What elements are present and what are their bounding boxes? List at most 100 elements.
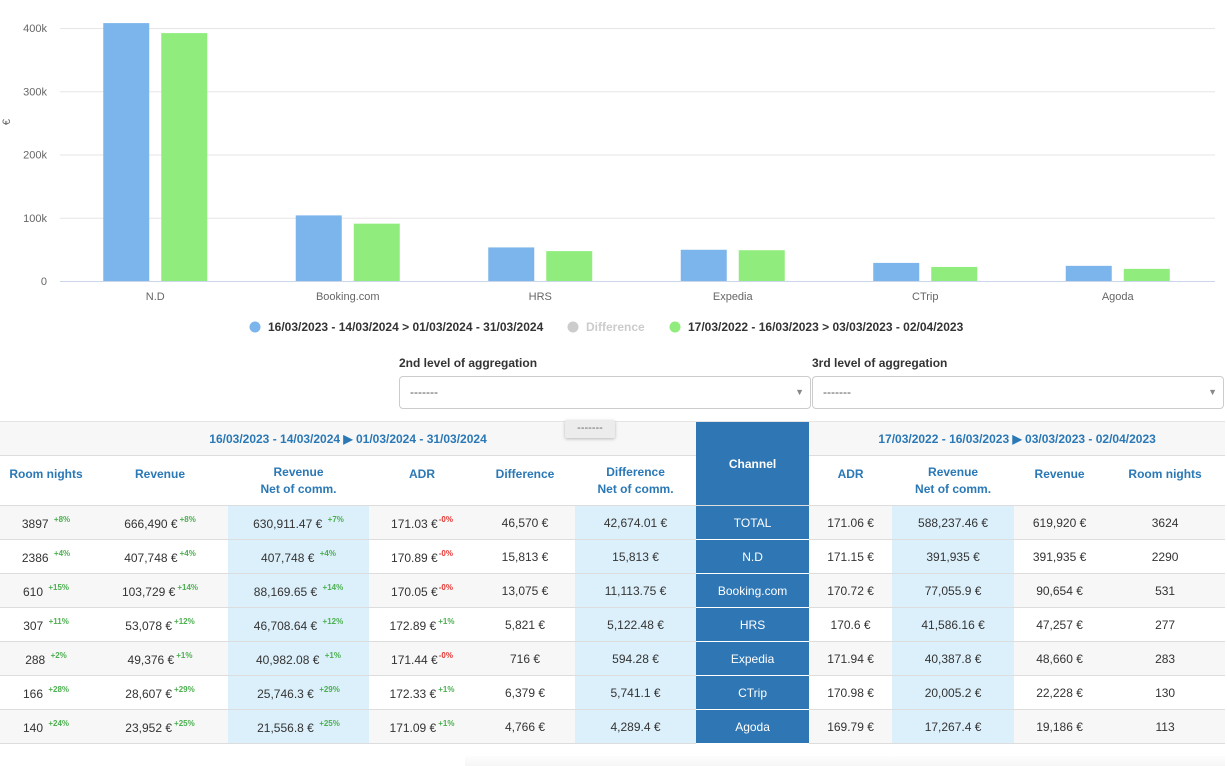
bar-current-ctrip[interactable] — [873, 262, 920, 281]
second-aggregation-label: 2nd level of aggregation — [399, 356, 538, 370]
header-difference-net[interactable]: Difference Net of comm. — [575, 455, 697, 506]
room-nights-cell: 140 +24% — [0, 709, 92, 744]
header-prev-revenue-net-line2: Net of comm. — [915, 481, 992, 496]
revenue-cell: 53,078 € +12% — [92, 607, 228, 642]
prev-adr-cell: 169.79 € — [809, 709, 893, 744]
channel-cell[interactable]: Booking.com — [696, 573, 810, 608]
room-nights-value: 2386 — [21, 550, 49, 565]
room-nights-value: 166 — [22, 686, 43, 701]
difference-net-cell: 15,813 € — [575, 539, 697, 574]
x-category-label: HRS — [529, 291, 552, 303]
header-revenue-net[interactable]: Revenue Net of comm. — [228, 455, 369, 506]
chevron-down-icon: ▼ — [1208, 387, 1217, 397]
revenue-net-variation: +7% — [327, 514, 344, 524]
adr-value: 171.03 € — [391, 516, 438, 531]
revenue-cell: 103,729 € +14% — [92, 573, 228, 608]
revenue-value: 49,376 € — [127, 652, 175, 667]
bar-current-hrs[interactable] — [488, 247, 535, 281]
revenue-net-cell: 21,556.8 € +25% — [228, 709, 369, 744]
y-axis-ticks: 0 100k 200k 300k 400k — [23, 23, 47, 288]
revenue-cell: 49,376 € +1% — [92, 641, 228, 676]
x-axis-categories: N.D Booking.com HRS Expedia CTrip Agoda — [146, 291, 1135, 303]
prev-revenue-cell: 47,257 € — [1014, 607, 1106, 642]
prev-revenue-cell: 48,660 € — [1014, 641, 1106, 676]
revenue-net-value: 46,708.64 € — [253, 618, 318, 633]
y-axis-label: € — [1, 119, 13, 125]
channel-cell[interactable]: Agoda — [696, 709, 810, 744]
table-row: 3897 +8% 666,490 € +8% 630,911.47 € +7% 171.… — [0, 505, 1226, 540]
room-nights-cell: 2386 +4% — [0, 539, 92, 574]
adr-value: 172.89 € — [389, 618, 437, 633]
x-category-label: Expedia — [713, 291, 754, 303]
difference-net-cell: 5,122.48 € — [575, 607, 697, 642]
header-revenue[interactable]: Revenue — [92, 455, 228, 506]
header-difference[interactable]: Difference — [475, 455, 575, 506]
second-aggregation-select[interactable]: ------- ▼ — [399, 376, 811, 409]
header-difference-net-line2: Net of comm. — [597, 481, 674, 496]
table-row: 140 +24% 23,952 € +25% 21,556.8 € +25% 171.0… — [0, 709, 1226, 744]
channel-cell[interactable]: TOTAL — [696, 505, 810, 540]
legend-item[interactable]: Difference — [567, 320, 646, 334]
channel-comparison-table: 16/03/2023 - 14/03/2024 ▶ 01/03/2024 - 3… — [0, 421, 1226, 744]
bar-current-agoda[interactable] — [1065, 265, 1112, 281]
header-difference-net-line1: Difference — [606, 464, 665, 479]
channel-cell[interactable]: CTrip — [696, 675, 810, 710]
bar-previous-hrs[interactable] — [546, 251, 593, 281]
revenue-net-cell: 88,169.65 € +14% — [228, 573, 369, 608]
prev-room-nights-cell: 113 — [1105, 709, 1226, 744]
chevron-down-icon: ▼ — [795, 387, 804, 397]
prev-adr-cell: 171.06 € — [809, 505, 893, 540]
legend-item[interactable]: 17/03/2022 - 16/03/2023 > 03/03/2023 - 0… — [669, 320, 964, 334]
bar-current-expedia[interactable] — [680, 249, 727, 281]
prev-revenue-cell: 22,228 € — [1014, 675, 1106, 710]
bar-previous-booking-com[interactable] — [353, 223, 400, 281]
legend-item[interactable]: 16/03/2023 - 14/03/2024 > 01/03/2024 - 3… — [249, 320, 544, 334]
revenue-variation: +8% — [179, 514, 196, 524]
header-adr[interactable]: ADR — [369, 455, 475, 506]
adr-cell: 171.03 €-0% — [369, 505, 475, 540]
header-prev-room-nights[interactable]: Room nights — [1105, 455, 1226, 506]
revenue-net-variation: +14% — [322, 582, 344, 592]
room-nights-value: 288 — [25, 652, 46, 667]
bar-previous-agoda[interactable] — [1123, 268, 1170, 281]
bar-current-booking-com[interactable] — [295, 215, 342, 281]
bar-previous-ctrip[interactable] — [931, 266, 978, 281]
header-prev-adr[interactable]: ADR — [809, 455, 893, 506]
room-nights-cell: 307 +11% — [0, 607, 92, 642]
legend-marker — [567, 321, 579, 333]
revenue-bar-chart: 0 100k 200k 300k 400k € N.D Booking.com HRS Exp… — [1, 23, 1215, 334]
second-aggregation-value: ------- — [410, 385, 438, 399]
bar-previous-n-d[interactable] — [161, 33, 208, 282]
bar-previous-expedia[interactable] — [738, 250, 785, 281]
drag-chip[interactable]: ------- — [565, 420, 615, 438]
revenue-variation: +25% — [174, 718, 195, 728]
prev-adr-cell: 170.98 € — [809, 675, 893, 710]
adr-variation: +1% — [438, 718, 455, 728]
legend-marker — [669, 321, 681, 333]
prev-revenue-net-cell: 588,237.46 € — [892, 505, 1015, 540]
prev-adr-cell: 170.6 € — [809, 607, 893, 642]
prev-revenue-cell: 90,654 € — [1014, 573, 1106, 608]
table-row: 166 +28% 28,607 € +29% 25,746.3 € +29% 172.3… — [0, 675, 1226, 710]
header-prev-revenue[interactable]: Revenue — [1014, 455, 1106, 506]
prev-room-nights-cell: 2290 — [1105, 539, 1226, 574]
channel-cell[interactable]: Expedia — [696, 641, 810, 676]
header-room-nights[interactable]: Room nights — [0, 455, 92, 506]
third-aggregation: 3rd level of aggregation ------- ▼ — [812, 355, 1224, 409]
bar-current-n-d[interactable] — [103, 23, 150, 281]
adr-value: 172.33 € — [389, 686, 437, 701]
third-aggregation-select[interactable]: ------- ▼ — [812, 376, 1224, 409]
difference-cell: 15,813 € — [475, 539, 575, 574]
difference-net-cell: 594.28 € — [575, 641, 697, 676]
header-prev-revenue-net[interactable]: Revenue Net of comm. — [892, 455, 1015, 506]
revenue-net-cell: 40,982.08 € +1% — [228, 641, 369, 676]
revenue-net-value: 630,911.47 € — [253, 516, 323, 531]
revenue-net-cell: 407,748 € +4% — [228, 539, 369, 574]
adr-variation: -0% — [438, 514, 453, 524]
channel-cell[interactable]: N.D — [696, 539, 810, 574]
channel-header[interactable]: Channel — [696, 421, 810, 506]
room-nights-variation: +2% — [50, 650, 67, 660]
adr-value: 171.44 € — [391, 652, 438, 667]
room-nights-cell: 610 +15% — [0, 573, 92, 608]
channel-cell[interactable]: HRS — [696, 607, 810, 642]
